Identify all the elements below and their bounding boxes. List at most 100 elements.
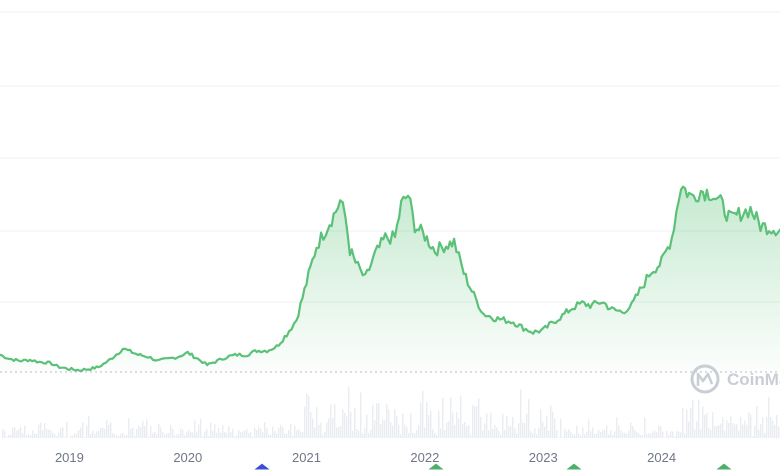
volume-bar	[20, 427, 22, 438]
volume-bar	[460, 395, 462, 438]
volume-bar	[770, 417, 772, 438]
volume-bar	[208, 436, 210, 438]
volume-bar	[56, 436, 58, 438]
volume-bar	[272, 426, 274, 438]
volume-bar	[16, 430, 18, 438]
volume-bar	[394, 409, 396, 438]
volume-bar	[600, 431, 602, 438]
volume-bar	[150, 426, 152, 438]
volume-bar	[282, 427, 284, 438]
volume-bar	[678, 431, 680, 438]
volume-bar	[62, 427, 64, 438]
volume-bar	[488, 430, 490, 438]
volume-bar	[326, 422, 328, 438]
volume-bar	[552, 411, 554, 438]
volume-bar	[110, 422, 112, 438]
volume-bar	[772, 420, 774, 438]
volume-bar	[692, 400, 694, 438]
volume-bar	[638, 433, 640, 438]
volume-bar	[776, 415, 778, 438]
volume-bar	[518, 423, 520, 438]
volume-bar	[510, 426, 512, 438]
volume-bar	[572, 433, 574, 438]
event-markers	[252, 462, 734, 470]
volume-bar	[40, 422, 42, 438]
volume-bar	[108, 424, 110, 438]
volume-bar	[300, 431, 302, 438]
x-tick-label: 2020	[173, 450, 202, 465]
volume-bar	[778, 426, 780, 438]
volume-bar	[232, 428, 234, 438]
volume-bar	[620, 430, 622, 438]
volume-bar	[548, 430, 550, 438]
volume-bar	[154, 431, 156, 438]
volume-bar	[70, 435, 72, 438]
volume-bar	[498, 430, 500, 438]
volume-bar	[52, 432, 54, 438]
volume-bar	[722, 416, 724, 438]
volume-bar	[386, 403, 388, 438]
volume-bar	[118, 436, 120, 438]
volume-bar	[680, 432, 682, 438]
volume-bar	[742, 424, 744, 438]
volume-bar	[614, 431, 616, 438]
volume-bar	[178, 433, 180, 438]
volume-bar	[242, 431, 244, 438]
volume-bar	[746, 424, 748, 438]
volume-bar	[424, 427, 426, 438]
volume-bar	[30, 435, 32, 438]
volume-bar	[654, 430, 656, 438]
volume-bar	[316, 406, 318, 438]
volume-bar	[134, 435, 136, 438]
event-marker-icon	[564, 462, 584, 470]
volume-bar	[554, 418, 556, 438]
volume-bar	[222, 425, 224, 438]
volume-bar	[546, 415, 548, 438]
volume-bar	[454, 424, 456, 438]
volume-bar	[152, 433, 154, 438]
volume-bar	[588, 419, 590, 438]
volume-bar	[520, 389, 522, 438]
volume-bar	[438, 410, 440, 438]
volume-bar	[392, 425, 394, 438]
volume-bar	[674, 436, 676, 438]
volume-bar	[710, 429, 712, 438]
volume-bar	[442, 397, 444, 438]
volume-bar	[494, 424, 496, 438]
volume-bar	[590, 431, 592, 438]
volume-bar	[288, 430, 290, 438]
volume-bar	[760, 423, 762, 438]
volume-bar	[556, 430, 558, 438]
volume-bar	[214, 424, 216, 438]
volume-bar	[464, 422, 466, 438]
volume-bar	[120, 433, 122, 438]
volume-bar	[534, 428, 536, 438]
volume-bar	[444, 430, 446, 438]
volume-bar	[24, 425, 26, 438]
x-tick-label: 2024	[647, 450, 676, 465]
volume-bar	[166, 433, 168, 438]
price-series-line	[0, 185, 780, 372]
volume-bar	[604, 429, 606, 438]
volume-bar	[526, 413, 528, 438]
volume-bar	[60, 427, 62, 438]
volume-bar	[358, 431, 360, 438]
volume-bar	[324, 431, 326, 438]
volume-bar	[768, 397, 770, 438]
volume-bar	[578, 433, 580, 438]
volume-bar	[34, 433, 36, 438]
volume-bar	[116, 435, 118, 438]
volume-bar	[320, 422, 322, 438]
volume-bar	[734, 424, 736, 438]
volume-bar	[304, 406, 306, 438]
volume-bar	[542, 421, 544, 438]
volume-bar	[200, 418, 202, 438]
volume-bar	[472, 404, 474, 438]
volume-bar	[702, 406, 704, 438]
volume-bar	[586, 431, 588, 438]
volume-bar	[492, 429, 494, 438]
volume-bar	[496, 427, 498, 438]
volume-bar	[466, 425, 468, 438]
volume-bar	[262, 432, 264, 438]
volume-bar	[148, 436, 150, 438]
